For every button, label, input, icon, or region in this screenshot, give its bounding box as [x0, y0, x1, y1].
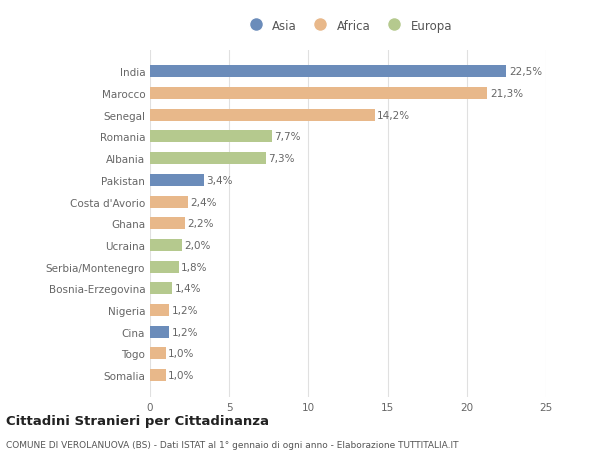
- Text: 1,4%: 1,4%: [175, 284, 201, 294]
- Text: 1,2%: 1,2%: [172, 305, 198, 315]
- Bar: [150, 174, 204, 186]
- Bar: [150, 326, 169, 338]
- Bar: [150, 196, 188, 208]
- Bar: [150, 304, 169, 316]
- Bar: [150, 131, 272, 143]
- Text: COMUNE DI VEROLANUOVA (BS) - Dati ISTAT al 1° gennaio di ogni anno - Elaborazion: COMUNE DI VEROLANUOVA (BS) - Dati ISTAT …: [6, 441, 458, 449]
- Text: 7,7%: 7,7%: [274, 132, 301, 142]
- Text: Cittadini Stranieri per Cittadinanza: Cittadini Stranieri per Cittadinanza: [6, 414, 269, 428]
- Bar: [150, 348, 166, 360]
- Bar: [150, 88, 487, 100]
- Text: 1,8%: 1,8%: [181, 262, 208, 272]
- Text: 22,5%: 22,5%: [509, 67, 542, 77]
- Bar: [150, 240, 182, 252]
- Text: 2,2%: 2,2%: [187, 219, 214, 229]
- Text: 2,0%: 2,0%: [184, 241, 211, 251]
- Text: 1,0%: 1,0%: [168, 349, 194, 358]
- Text: 1,2%: 1,2%: [172, 327, 198, 337]
- Legend: Asia, Africa, Europa: Asia, Africa, Europa: [239, 15, 457, 37]
- Text: 7,3%: 7,3%: [268, 154, 295, 164]
- Text: 21,3%: 21,3%: [490, 89, 523, 99]
- Bar: [150, 369, 166, 381]
- Bar: [150, 66, 506, 78]
- Bar: [150, 283, 172, 295]
- Text: 2,4%: 2,4%: [190, 197, 217, 207]
- Text: 14,2%: 14,2%: [377, 111, 410, 121]
- Text: 1,0%: 1,0%: [168, 370, 194, 381]
- Text: 3,4%: 3,4%: [206, 175, 233, 185]
- Bar: [150, 218, 185, 230]
- Bar: [150, 110, 375, 122]
- Bar: [150, 153, 266, 165]
- Bar: [150, 261, 179, 273]
